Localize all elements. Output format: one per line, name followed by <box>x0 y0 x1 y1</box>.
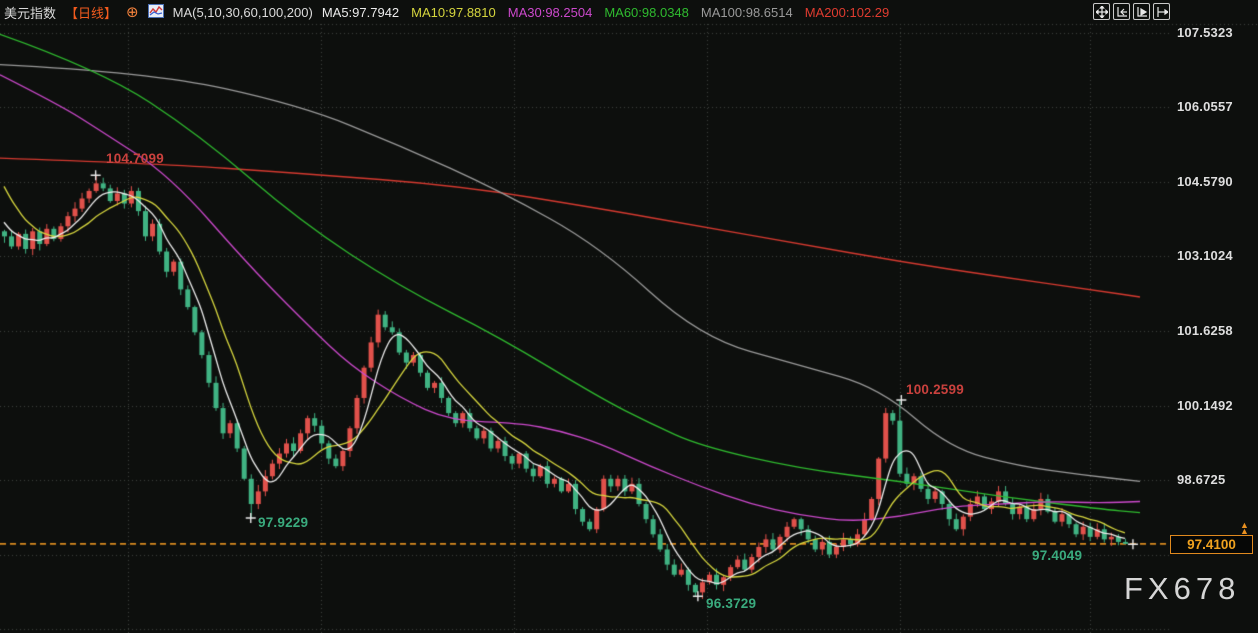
ma-value-label: MA10:97.8810 <box>411 5 496 20</box>
current-price-box: 97.4100 <box>1170 534 1253 554</box>
price-up-arrows-icon: ▲ ▲ <box>1240 519 1249 536</box>
mini-chart-icon[interactable] <box>147 4 164 21</box>
collapse-panel-icon[interactable] <box>1153 3 1170 20</box>
chart-header: 美元指数 【日线】 ⊕ MA(5,10,30,60,100,200) MA5:9… <box>4 3 901 22</box>
ma-value-label: MA60:98.0348 <box>604 5 689 20</box>
symbol-title: 美元指数 <box>4 6 57 21</box>
axis-play-icon[interactable] <box>1133 3 1150 20</box>
circle-plus-icon[interactable]: ⊕ <box>126 4 139 21</box>
current-price-value: 97.4100 <box>1187 536 1236 552</box>
ma-value-label: MA100:98.6514 <box>700 5 793 20</box>
ma-group-label: MA(5,10,30,60,100,200) <box>172 5 313 20</box>
timeframe-label[interactable]: 【日线】 <box>65 6 118 21</box>
ma-value-label: MA30:98.2504 <box>507 5 593 20</box>
price-annotation-low: 97.9229 <box>258 515 309 530</box>
ma-value-label: MA200:102.29 <box>804 5 890 20</box>
watermark: FX678 <box>1124 571 1241 606</box>
ma-value-label: MA5:97.7942 <box>321 5 400 20</box>
move-tool-icon[interactable] <box>1093 3 1110 20</box>
axis-back-icon[interactable] <box>1113 3 1130 20</box>
price-annotation-low: 96.3729 <box>706 596 757 611</box>
price-annotation-high: 104.7099 <box>106 151 164 166</box>
price-annotation-low: 97.4049 <box>1032 548 1083 563</box>
ma-legend: MA5:97.7942 MA10:97.8810 MA30:98.2504 MA60:… <box>322 5 901 20</box>
price-annotation-high: 100.2599 <box>906 382 964 397</box>
chart-toolbar <box>1093 3 1170 20</box>
